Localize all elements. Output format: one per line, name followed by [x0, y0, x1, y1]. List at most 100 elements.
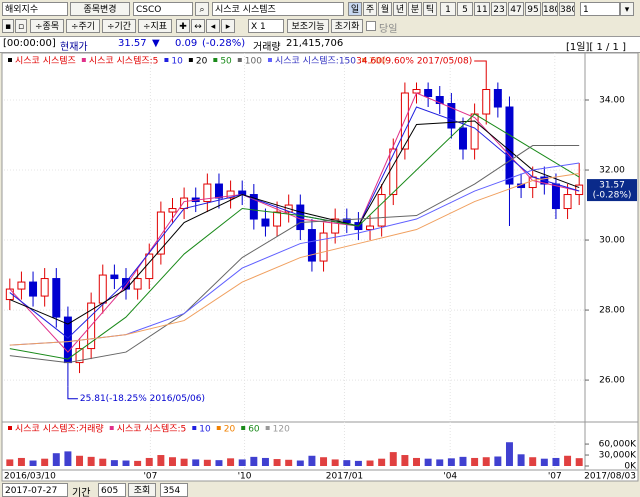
- legend-swatch: [188, 58, 193, 62]
- pct: (-0.28%): [202, 38, 246, 49]
- volume-bar: [41, 458, 49, 466]
- count-input[interactable]: 1: [580, 2, 620, 16]
- volume-bar: [482, 457, 490, 466]
- volume-bar: [285, 459, 293, 466]
- volume-bar: [505, 442, 513, 466]
- y-tick-label: 30.00: [599, 236, 625, 246]
- x-end-label: 2017/08/03: [584, 472, 636, 482]
- annotation-connector: [474, 60, 487, 80]
- volume-bar: [308, 455, 316, 466]
- interval-button[interactable]: 1: [440, 2, 456, 16]
- interval-button[interactable]: 11: [474, 2, 490, 16]
- legend-swatch: [216, 426, 221, 430]
- tool-button[interactable]: ÷지표: [138, 19, 172, 33]
- query-button[interactable]: 조회: [128, 483, 156, 497]
- candle-body: [145, 253, 154, 280]
- interval-button[interactable]: 47: [508, 2, 524, 16]
- interval-button[interactable]: 23: [491, 2, 507, 16]
- today-label: 당일: [379, 24, 398, 35]
- x-tick-label: '07: [548, 472, 562, 482]
- icon-button[interactable]: ▸: [221, 19, 235, 33]
- interval-button[interactable]: 380: [559, 2, 575, 16]
- legend-entry: 시스코 시스템즈:150: [275, 55, 356, 67]
- y-tick-label: 28.00: [599, 306, 625, 316]
- candle-body: [424, 89, 433, 98]
- period-button[interactable]: 년: [393, 2, 407, 16]
- interval-button[interactable]: 95: [525, 2, 541, 16]
- candle-body: [505, 106, 514, 185]
- legend-swatch: [192, 426, 197, 430]
- checkbox[interactable]: [366, 21, 376, 31]
- volume: 21,415,706: [286, 38, 344, 49]
- aux-button[interactable]: 보조기능: [287, 19, 329, 33]
- icon-button[interactable]: ✚: [176, 19, 190, 33]
- period-button[interactable]: 월: [378, 2, 392, 16]
- name-box: 시스코 시스템즈: [212, 2, 344, 16]
- tool-button[interactable]: ÷기간: [102, 19, 136, 33]
- legend-entry: 20: [196, 57, 208, 67]
- multiplier-select[interactable]: X 1: [248, 19, 284, 33]
- period-button[interactable]: 주: [363, 2, 377, 16]
- price: 31.57: [118, 38, 147, 49]
- symbol-input[interactable]: CSCO: [133, 2, 193, 16]
- market-select[interactable]: 해외지수: [2, 2, 68, 16]
- volume-bar: [110, 460, 118, 466]
- volume-bar: [564, 455, 572, 466]
- volume-bar: [192, 459, 200, 466]
- date-input[interactable]: 2017-07-27: [2, 483, 68, 497]
- candle-body: [249, 194, 258, 220]
- volume-bar: [540, 458, 548, 466]
- ma-line: [9, 120, 580, 325]
- volume-bar: [64, 451, 72, 466]
- period-button[interactable]: 분: [408, 2, 422, 16]
- volume-bar: [52, 453, 60, 466]
- spinner[interactable]: ▾: [620, 2, 634, 16]
- legend-swatch: [237, 58, 242, 62]
- candle-body: [29, 281, 38, 297]
- period-button[interactable]: 틱: [423, 2, 437, 16]
- legend-entry: 10: [199, 425, 211, 435]
- legend-swatch: [8, 58, 12, 62]
- period-input[interactable]: 605: [98, 483, 126, 497]
- icon-button[interactable]: ↔: [191, 19, 205, 33]
- icon-button[interactable]: ▫: [15, 19, 27, 33]
- legend-swatch: [362, 58, 367, 62]
- volume-bar: [389, 452, 397, 466]
- time: [00:00:00]: [3, 38, 56, 49]
- volume-tick-label: 0K: [624, 462, 637, 472]
- tool-button[interactable]: ÷주기: [66, 19, 100, 33]
- volume-bar: [238, 459, 246, 466]
- y-tick-label: 26.00: [599, 376, 625, 386]
- count-box: 354: [160, 483, 188, 497]
- legend-swatch: [164, 58, 169, 62]
- legend-entry: 시스코 시스템즈:5: [117, 423, 187, 435]
- candle-body: [180, 197, 189, 210]
- icon-button[interactable]: ▪: [2, 19, 14, 33]
- volume-bar: [157, 455, 165, 466]
- ma-line: [9, 145, 580, 364]
- candle-body: [110, 274, 119, 280]
- y-tick-label: 32.00: [599, 166, 625, 176]
- interval-button[interactable]: 5: [457, 2, 473, 16]
- candle-body: [319, 232, 328, 262]
- volume-bar: [354, 460, 362, 466]
- legend-entry: 50: [220, 57, 232, 67]
- volume-bar: [273, 459, 281, 466]
- interval-button[interactable]: 180: [542, 2, 558, 16]
- volume-bar: [331, 459, 339, 466]
- candle-body: [52, 278, 61, 318]
- icon-button[interactable]: ◂: [206, 19, 220, 33]
- search-button[interactable]: ⌕: [195, 2, 209, 16]
- change-button[interactable]: 종목변경: [70, 2, 130, 16]
- volume-bar: [134, 460, 142, 466]
- reset-button[interactable]: 초기화: [331, 19, 363, 33]
- period-button[interactable]: 일: [348, 2, 362, 16]
- volume-bar: [169, 457, 176, 466]
- candle-body: [214, 183, 223, 199]
- tool-button[interactable]: ÷종목: [30, 19, 64, 33]
- volume-bar: [99, 458, 107, 466]
- volume-tick-label: 60,000K: [599, 440, 637, 450]
- volume-label: 거래량: [253, 42, 281, 53]
- volume-bar: [343, 460, 351, 466]
- arrow: ▼: [152, 38, 160, 49]
